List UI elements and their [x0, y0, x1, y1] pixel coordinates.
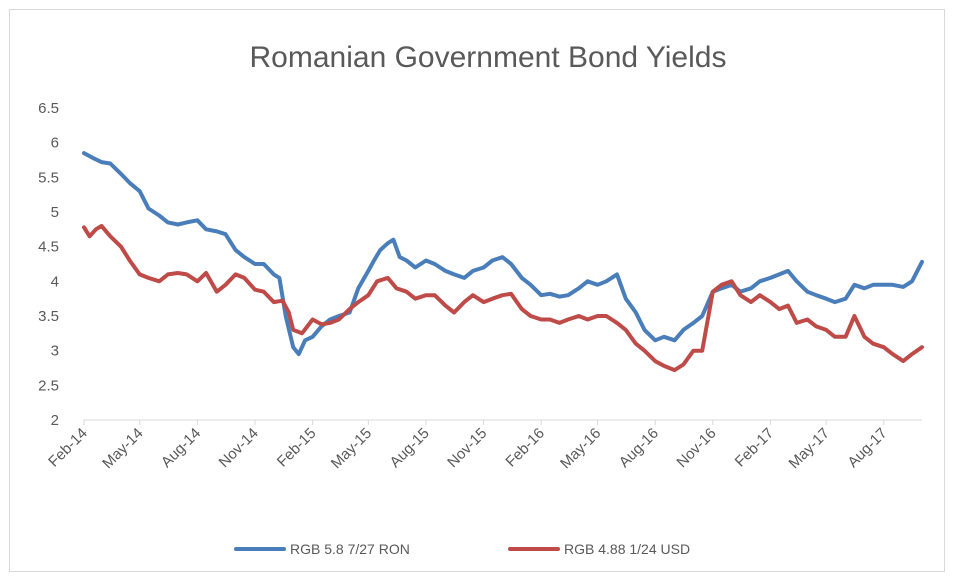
series-line-1: [82, 151, 924, 357]
series-line-2: [82, 223, 924, 373]
x-axis: Feb-14 May-14 Aug-14 Nov-14 Feb-15 May-15 Aug-…: [45, 419, 922, 472]
y-axis: 2 2.5 3 3.5 4 4.5 5 5.5 6 6.5: [38, 100, 59, 429]
y-tick-label: 5: [51, 204, 59, 221]
line-chart: Romanian Government Bond Yields 2 2.5 3 3.5…: [38, 41, 924, 557]
x-tick-label: Feb-16: [502, 425, 548, 471]
legend-label: RGB 4.88 1/24 USD: [564, 541, 690, 557]
x-tick-label: May-15: [328, 425, 375, 472]
x-tick-label: Feb-17: [732, 425, 778, 471]
x-tick-label: Aug-14: [158, 425, 204, 471]
legend-label: RGB 5.8 7/27 RON: [290, 541, 410, 557]
x-tick-label: Nov-15: [444, 425, 490, 471]
y-tick-label: 6.5: [38, 100, 59, 117]
legend: RGB 5.8 7/27 RON RGB 4.88 1/24 USD: [234, 541, 690, 557]
x-tick-label: May-17: [786, 425, 833, 472]
y-tick-label: 5.5: [38, 169, 59, 186]
x-tick-label: Nov-16: [673, 425, 719, 471]
y-tick-label: 4.5: [38, 239, 59, 256]
y-tick-label: 4: [51, 273, 59, 290]
chart-frame: Romanian Government Bond Yields 2 2.5 3 3.5…: [9, 9, 945, 572]
x-tick-label: Feb-14: [45, 425, 91, 471]
x-tick-label: Feb-15: [274, 425, 320, 471]
plot-lines: [82, 151, 924, 373]
y-tick-label: 3: [51, 343, 59, 360]
x-tick-label: Aug-16: [616, 425, 662, 471]
y-tick-label: 2.5: [38, 377, 59, 394]
y-tick-label: 3.5: [38, 308, 59, 325]
y-tick-label: 6: [51, 135, 59, 152]
x-tick-label: May-16: [557, 425, 604, 472]
x-tick-label: Aug-17: [844, 425, 890, 471]
x-tick-label: Aug-15: [387, 425, 433, 471]
x-tick-label: May-14: [99, 425, 146, 472]
chart-title: Romanian Government Bond Yields: [250, 41, 727, 74]
x-tick-label: Nov-14: [216, 425, 262, 471]
y-tick-label: 2: [51, 412, 59, 429]
